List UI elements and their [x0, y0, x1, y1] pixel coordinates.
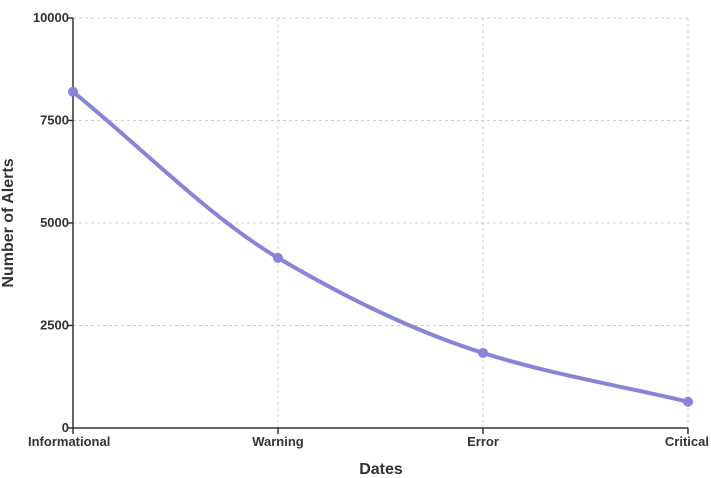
y-tick-label: 0	[62, 420, 69, 435]
x-axis-title: Dates	[359, 461, 403, 478]
y-tick-label: 5000	[40, 215, 69, 230]
tick-labels: 0 2500 5000 7500 10000 Informational Warning Er…	[28, 10, 709, 449]
series-line	[71, 89, 690, 404]
y-tick-label: 2500	[40, 318, 69, 333]
data-point[interactable]	[273, 252, 283, 263]
y-tick-label: 10000	[33, 10, 69, 25]
x-tick-label: Warning	[252, 434, 304, 449]
y-tick-label: 7500	[40, 113, 69, 128]
x-tick-label: Critical	[665, 434, 709, 449]
series-group	[68, 86, 693, 407]
data-point[interactable]	[683, 396, 693, 407]
data-point[interactable]	[68, 86, 78, 97]
axes	[67, 17, 689, 434]
x-tick-label: Error	[467, 434, 499, 449]
data-point[interactable]	[478, 347, 488, 358]
y-axis-title: Number of Alerts	[0, 158, 17, 287]
x-tick-label: Informational	[28, 434, 110, 449]
grid	[73, 17, 689, 428]
